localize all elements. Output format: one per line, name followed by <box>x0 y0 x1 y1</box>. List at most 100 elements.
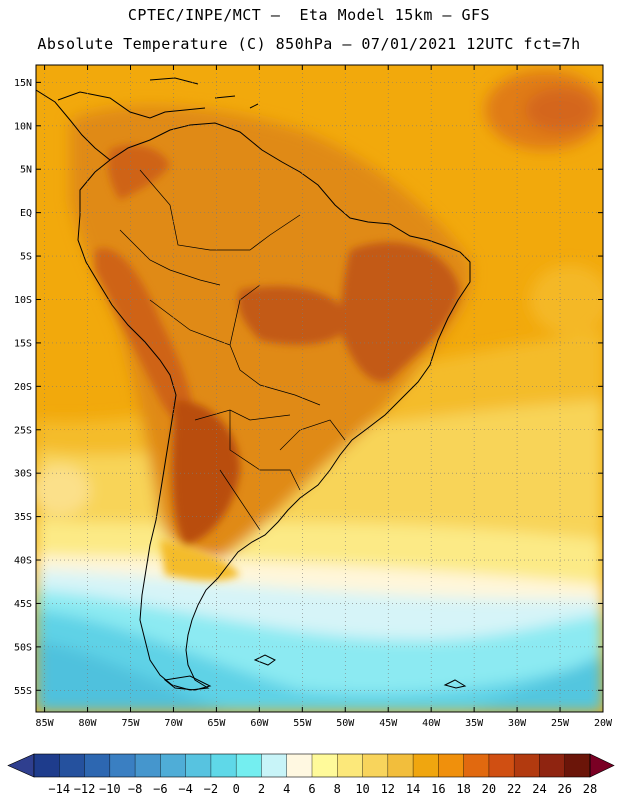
warm-patagonia <box>160 540 240 581</box>
lon-tick-label: 55W <box>293 718 312 729</box>
lat-tick-label: 35S <box>14 512 32 523</box>
lon-tick-label: 80W <box>79 718 98 729</box>
colorbar-swatch <box>488 754 515 777</box>
colorbar-label: 10 <box>355 782 369 796</box>
lon-tick-label: 45W <box>379 718 398 729</box>
lat-tick-label: 10S <box>14 295 32 306</box>
colorbar-swatch <box>387 754 414 777</box>
colorbar-label: −12 <box>74 782 96 796</box>
band-0c <box>36 640 230 712</box>
lon-tick-label: 20W <box>594 718 613 729</box>
yellow-west-ocean <box>36 465 90 515</box>
coastlines <box>36 77 471 691</box>
temperature-field <box>36 65 603 712</box>
colorbar-label: −6 <box>153 782 167 796</box>
colorbar-swatch <box>84 754 111 777</box>
lat-tick-label: 5S <box>20 252 32 263</box>
lon-tick-label: 25W <box>551 718 570 729</box>
coastline-central-america <box>36 89 206 161</box>
colorbar-swatch <box>236 754 262 777</box>
colorbar-swatch <box>160 754 186 777</box>
colorbar-label: 0 <box>233 782 240 796</box>
colorbar-swatch <box>59 754 85 777</box>
lon-tick-label: 50W <box>336 718 355 729</box>
lat-tick-label: 15N <box>14 78 32 89</box>
coastline-south-georgia <box>443 679 467 689</box>
colorbar-swatch <box>463 754 490 777</box>
colorbar-label: 4 <box>283 782 290 796</box>
lat-tick-label: 25S <box>14 425 32 436</box>
colorbar-swatch <box>210 754 237 777</box>
colorbar-label: 12 <box>381 782 395 796</box>
hot-brazil-central <box>238 286 350 345</box>
chart-subtitle: Absolute Temperature (C) 850hPa – 07/01/… <box>37 35 581 53</box>
map-frame <box>35 64 604 713</box>
coastline-tierra-del-fuego <box>163 675 212 691</box>
colorbar-swatch <box>564 754 591 777</box>
colorbar-swatch <box>413 754 439 777</box>
lon-tick-label: 75W <box>121 718 140 729</box>
colorbar-label: −10 <box>99 782 121 796</box>
lat-tick-label: 55S <box>14 686 32 697</box>
colorbar-label: 2 <box>258 782 265 796</box>
colorbar-label: 20 <box>482 782 496 796</box>
lat-tick-label: 30S <box>14 469 32 480</box>
lat-tick-label: 20S <box>14 382 32 393</box>
colorbar-swatch <box>337 754 363 777</box>
lon-tick-label: 70W <box>164 718 183 729</box>
colorbar-low-arrow <box>7 753 35 778</box>
colorbar-swatch <box>109 754 136 777</box>
colorbar-label: 6 <box>308 782 315 796</box>
lat-tick-label: 15S <box>14 338 32 349</box>
colorbar-swatch <box>34 754 60 777</box>
lat-tick-label: EQ <box>20 208 32 219</box>
lon-tick-label: 35W <box>465 718 484 729</box>
lat-tick-label: 5N <box>20 165 32 176</box>
lon-tick-label: 40W <box>422 718 441 729</box>
lat-tick-label: 10N <box>14 121 32 132</box>
colorbar-swatch <box>135 754 161 777</box>
country-borders <box>119 169 346 531</box>
lon-tick-label: 30W <box>508 718 527 729</box>
colorbar-label: 18 <box>456 782 470 796</box>
colorbar-label: 26 <box>558 782 572 796</box>
coastline-falklands <box>253 654 276 666</box>
coastline-caribbean-islands <box>149 77 259 109</box>
colorbar: −14 −12 −10 −8 −6 −4 −2 0 2 4 6 8 10 12 14 16 18 20 22 24 26… <box>7 753 615 796</box>
hot-andes-north <box>108 145 170 200</box>
lat-tick-label: 45S <box>14 599 32 610</box>
colorbar-label: 24 <box>532 782 546 796</box>
lat-tick-label: 50S <box>14 642 32 653</box>
colorbar-label: −14 <box>48 782 70 796</box>
hot-brazil-ne <box>340 242 460 382</box>
colorbar-swatch <box>312 754 338 777</box>
colorbar-swatch <box>514 754 540 777</box>
colorbar-swatch <box>286 754 313 777</box>
chart-title: CPTEC/INPE/MCT – Eta Model 15km – GFS <box>127 6 491 24</box>
colorbar-label: 22 <box>507 782 521 796</box>
colorbar-label: 14 <box>406 782 420 796</box>
colorbar-label: −4 <box>178 782 192 796</box>
colorbar-label: −8 <box>128 782 142 796</box>
lat-tick-label: 40S <box>14 556 32 567</box>
graticule <box>36 65 603 712</box>
hot-chaco <box>172 400 240 545</box>
colorbar-label: 28 <box>583 782 597 796</box>
lon-tick-label: 65W <box>207 718 226 729</box>
colorbar-label: 16 <box>431 782 445 796</box>
colorbar-swatch <box>539 754 566 777</box>
yellow-east-ocean <box>530 265 603 335</box>
band-right-cool <box>470 655 603 712</box>
colorbar-swatch <box>185 754 212 777</box>
colorbar-high-arrow <box>589 753 615 778</box>
colorbar-label: 8 <box>334 782 341 796</box>
colorbar-swatch <box>261 754 288 777</box>
lon-tick-label: 85W <box>36 718 55 729</box>
lon-tick-label: 60W <box>250 718 269 729</box>
colorbar-label: −2 <box>204 782 218 796</box>
latitude-axis: 15N 10N 5N EQ 5S 10S 15S 20S 25S 30S 35S 40S 45S 50S 5… <box>14 78 603 697</box>
coastline-south-america <box>77 122 471 691</box>
longitude-axis: 85W 80W 75W 70W 65W 60W 55W 50W 45W 40W 35W 30W 25W 2… <box>36 65 613 729</box>
colorbar-swatch <box>362 754 389 777</box>
